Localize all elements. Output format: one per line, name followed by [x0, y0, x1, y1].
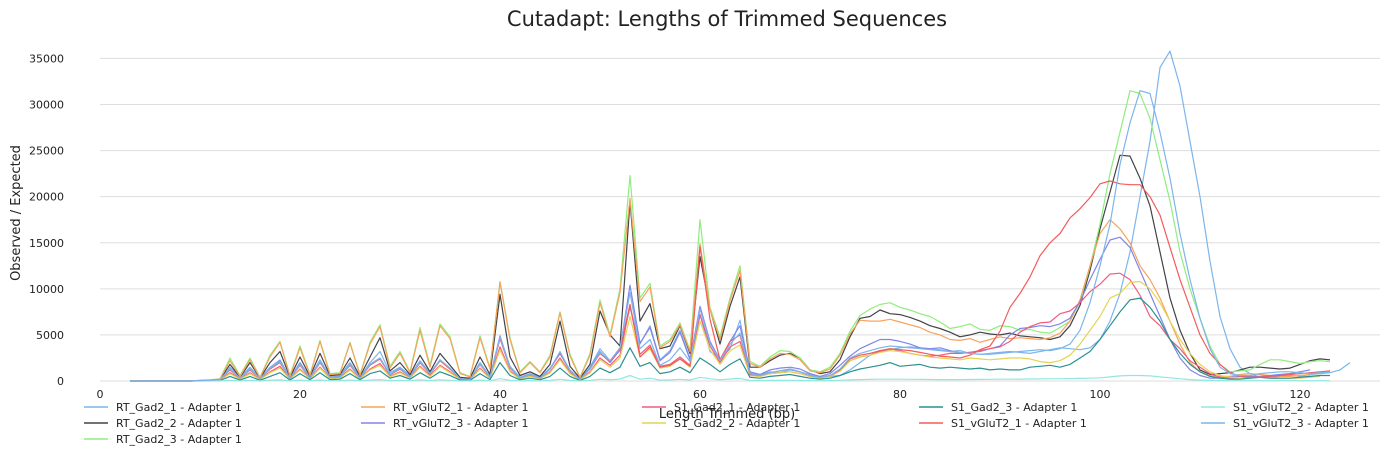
x-tick-label: 20	[293, 388, 307, 401]
y-tick-label: 0	[57, 375, 64, 388]
legend-label: S1_Gad2_2 - Adapter 1	[674, 417, 800, 430]
series-lines	[130, 50, 1351, 382]
y-tick-label: 30000	[29, 99, 64, 112]
legend-label: RT_Gad2_2 - Adapter 1	[116, 417, 242, 430]
series-line-1	[130, 154, 1331, 382]
legend-label: S1_vGluT2_2 - Adapter 1	[1233, 401, 1369, 414]
legend-label: RT_vGluT2_1 - Adapter 1	[393, 401, 528, 414]
legend-label: S1_Gad2_1 - Adapter 1	[674, 401, 800, 414]
series-line-10	[130, 90, 1331, 382]
x-tick-label: 0	[97, 388, 104, 401]
y-tick-label: 5000	[36, 329, 64, 342]
y-tick-label: 10000	[29, 283, 64, 296]
y-axis-label: Observed / Expected	[9, 145, 24, 281]
legend-label: RT_vGluT2_3 - Adapter 1	[393, 417, 528, 430]
series-line-0	[130, 50, 1351, 382]
x-tick-label: 60	[693, 388, 707, 401]
y-tick-label: 20000	[29, 191, 64, 204]
series-line-2	[130, 90, 1331, 382]
x-axis-label: Length Trimmed (bp)	[659, 407, 795, 422]
x-tick-label: 120	[1290, 388, 1311, 401]
series-line-7	[130, 297, 1330, 382]
chart-title: Cutadapt: Lengths of Trimmed Sequences	[507, 7, 947, 31]
y-tick-label: 35000	[29, 52, 64, 65]
y-tick-label: 15000	[29, 237, 64, 250]
series-line-6	[130, 280, 1321, 382]
legend-label: S1_Gad2_3 - Adapter 1	[951, 401, 1077, 414]
legend: RT_Gad2_1 - Adapter 1 RT_Gad2_2 - Adapter…	[84, 401, 1369, 446]
series-line-9	[130, 374, 1330, 382]
legend-label: RT_Gad2_3 - Adapter 1	[116, 433, 242, 446]
series-line-3	[130, 197, 1311, 382]
x-tick-label: 100	[1090, 388, 1111, 401]
y-axis-ticks: 0 5000 10000 15000 20000 25000 30000 35000	[29, 52, 64, 388]
legend-label: S1_vGluT2_3 - Adapter 1	[1233, 417, 1369, 430]
gridlines	[100, 57, 1380, 382]
legend-label: RT_Gad2_1 - Adapter 1	[116, 401, 242, 414]
x-axis-ticks: 0 20 40 60 80 100 120	[97, 388, 1311, 401]
x-tick-label: 40	[493, 388, 507, 401]
x-tick-label: 80	[893, 388, 907, 401]
y-tick-label: 25000	[29, 145, 64, 158]
legend-label: S1_vGluT2_1 - Adapter 1	[951, 417, 1087, 430]
